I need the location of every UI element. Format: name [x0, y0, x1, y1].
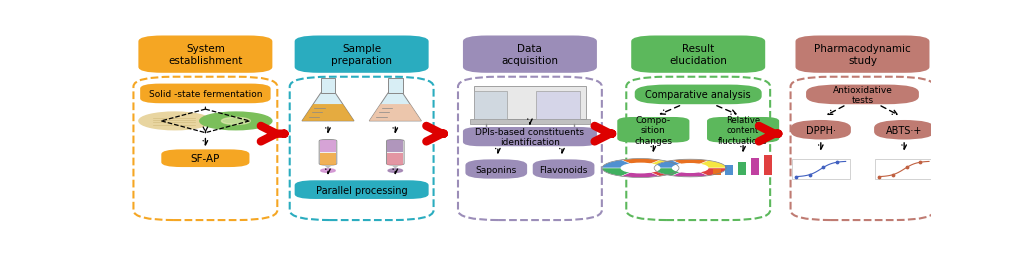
FancyBboxPatch shape	[738, 162, 747, 175]
FancyBboxPatch shape	[387, 140, 404, 165]
FancyBboxPatch shape	[290, 77, 433, 220]
Circle shape	[221, 118, 250, 125]
FancyBboxPatch shape	[141, 84, 271, 104]
Polygon shape	[388, 78, 402, 93]
FancyBboxPatch shape	[463, 128, 597, 147]
FancyBboxPatch shape	[458, 77, 602, 220]
Text: ABTS·+: ABTS·+	[886, 125, 922, 135]
Polygon shape	[602, 168, 640, 177]
FancyBboxPatch shape	[712, 169, 721, 175]
Point	[899, 166, 915, 170]
Text: Compo-
sition
changes: Compo- sition changes	[634, 115, 672, 145]
Text: Saponins: Saponins	[476, 165, 517, 174]
FancyBboxPatch shape	[791, 77, 935, 220]
Polygon shape	[602, 160, 640, 168]
Text: Sample
preparation: Sample preparation	[331, 44, 392, 66]
Circle shape	[388, 169, 402, 173]
FancyBboxPatch shape	[474, 86, 586, 119]
FancyBboxPatch shape	[388, 153, 403, 165]
FancyBboxPatch shape	[707, 118, 780, 143]
Polygon shape	[640, 168, 679, 177]
FancyBboxPatch shape	[161, 150, 249, 167]
Text: SF-AP: SF-AP	[190, 154, 220, 164]
Polygon shape	[691, 161, 726, 168]
Polygon shape	[672, 160, 708, 168]
FancyBboxPatch shape	[320, 153, 336, 165]
FancyBboxPatch shape	[792, 160, 850, 179]
FancyBboxPatch shape	[876, 160, 933, 179]
FancyBboxPatch shape	[795, 36, 930, 73]
Text: Flavonoids: Flavonoids	[540, 165, 587, 174]
FancyBboxPatch shape	[133, 77, 277, 220]
FancyBboxPatch shape	[874, 120, 934, 140]
FancyBboxPatch shape	[320, 140, 337, 165]
FancyBboxPatch shape	[631, 36, 765, 73]
FancyBboxPatch shape	[465, 160, 527, 179]
Polygon shape	[302, 93, 354, 121]
Polygon shape	[369, 93, 421, 121]
Point	[871, 175, 887, 179]
FancyBboxPatch shape	[463, 36, 597, 73]
Text: Data
acquisition: Data acquisition	[501, 44, 558, 66]
FancyBboxPatch shape	[791, 120, 851, 140]
FancyBboxPatch shape	[320, 140, 336, 152]
Text: DPPH·: DPPH·	[805, 125, 835, 135]
Polygon shape	[391, 165, 399, 169]
Polygon shape	[640, 160, 679, 168]
Text: Comparative analysis: Comparative analysis	[645, 90, 751, 100]
FancyBboxPatch shape	[627, 77, 770, 220]
FancyBboxPatch shape	[751, 159, 759, 175]
FancyBboxPatch shape	[807, 85, 919, 105]
Polygon shape	[672, 168, 708, 177]
Text: DPIs-based constituents
identification: DPIs-based constituents identification	[476, 128, 584, 147]
Text: System
establishment: System establishment	[169, 44, 243, 66]
Polygon shape	[621, 159, 660, 168]
Polygon shape	[302, 105, 354, 121]
FancyBboxPatch shape	[474, 91, 508, 119]
Point	[815, 166, 831, 170]
Text: Parallel processing: Parallel processing	[315, 185, 407, 195]
Polygon shape	[655, 168, 691, 176]
Text: Relative
content
fluctuations: Relative content fluctuations	[719, 115, 768, 145]
Text: Solid -state fermentation: Solid -state fermentation	[149, 90, 263, 99]
Point	[912, 161, 929, 165]
Polygon shape	[321, 78, 335, 93]
FancyBboxPatch shape	[536, 91, 580, 119]
FancyBboxPatch shape	[139, 36, 272, 73]
Text: Pharmacodynamic
study: Pharmacodynamic study	[814, 44, 911, 66]
Polygon shape	[621, 168, 660, 178]
Circle shape	[139, 113, 211, 130]
Text: Result
elucidation: Result elucidation	[669, 44, 727, 66]
Polygon shape	[655, 161, 691, 168]
Polygon shape	[369, 105, 421, 121]
Point	[829, 161, 846, 165]
Text: Antioxidative
tests: Antioxidative tests	[832, 85, 892, 105]
FancyBboxPatch shape	[617, 118, 690, 143]
Circle shape	[621, 164, 660, 173]
FancyBboxPatch shape	[635, 85, 762, 105]
FancyBboxPatch shape	[388, 140, 403, 152]
Circle shape	[200, 113, 272, 130]
FancyBboxPatch shape	[764, 155, 772, 175]
Polygon shape	[691, 168, 726, 176]
Point	[885, 173, 902, 177]
FancyBboxPatch shape	[726, 166, 733, 175]
Point	[801, 173, 818, 177]
FancyBboxPatch shape	[533, 160, 595, 179]
Circle shape	[672, 164, 708, 173]
Point	[788, 175, 804, 179]
Circle shape	[321, 169, 335, 173]
FancyBboxPatch shape	[295, 36, 429, 73]
FancyBboxPatch shape	[295, 181, 429, 199]
Polygon shape	[324, 165, 332, 169]
FancyBboxPatch shape	[469, 119, 590, 124]
